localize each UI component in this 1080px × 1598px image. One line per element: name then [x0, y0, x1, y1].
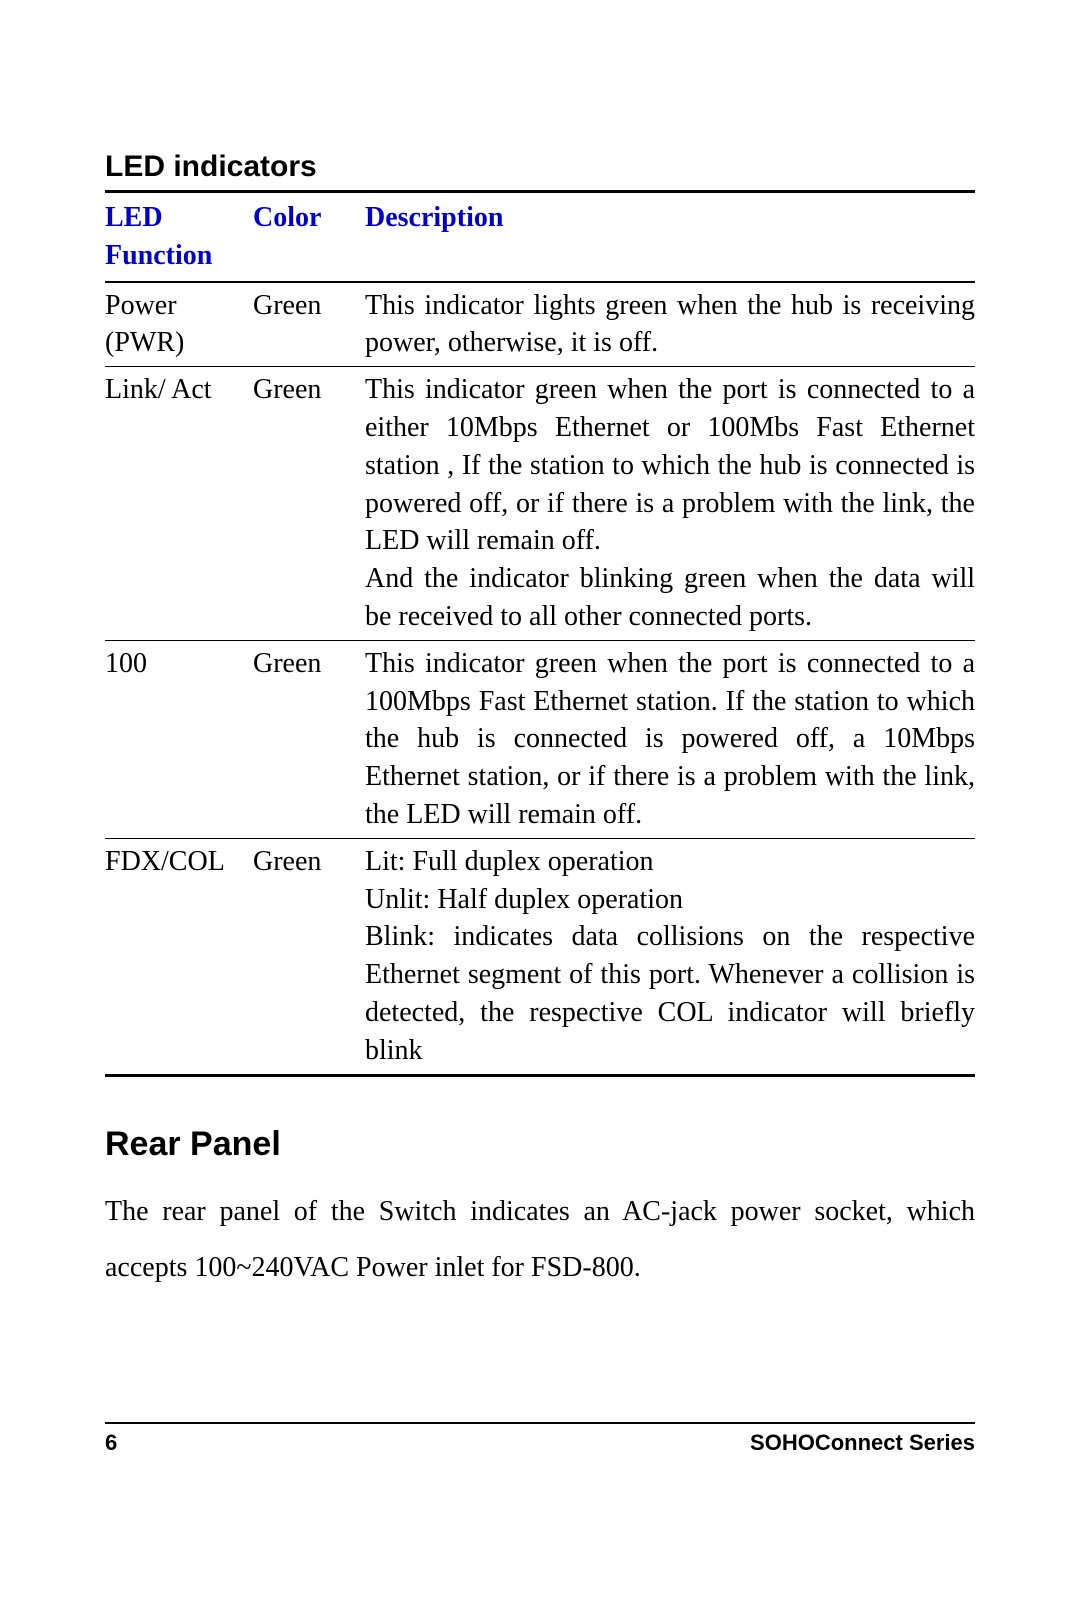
fn-line2: (PWR) — [105, 327, 184, 358]
page-number: 6 — [105, 1430, 117, 1456]
cell-color: Green — [253, 838, 365, 1075]
section-heading-rear-panel: Rear Panel — [105, 1125, 975, 1164]
rear-panel-paragraph: The rear panel of the Switch indicates a… — [105, 1184, 975, 1296]
cell-color: Green — [253, 367, 365, 641]
led-table: LED Function Color Description Power (PW… — [105, 190, 975, 1077]
cell-function: Link/ Act — [105, 367, 253, 641]
table-row: 100 Green This indicator green when the … — [105, 640, 975, 838]
col-header-function: LED Function — [105, 192, 253, 282]
page-footer: 6 SOHOConnect Series — [105, 1422, 975, 1456]
cell-description: This indicator lights green when the hub… — [365, 282, 975, 367]
cell-function: 100 — [105, 640, 253, 838]
col-header-description: Description — [365, 192, 975, 282]
table-row: FDX/COL Green Lit: Full duplex operation… — [105, 838, 975, 1075]
cell-color: Green — [253, 282, 365, 367]
col-header-color: Color — [253, 192, 365, 282]
cell-function: Power (PWR) — [105, 282, 253, 367]
page-content: LED indicators LED Function Color Descri… — [105, 150, 975, 1296]
table-row: Power (PWR) Green This indicator lights … — [105, 282, 975, 367]
col-header-function-line1: LED — [105, 202, 163, 233]
cell-description: This indicator green when the port is co… — [365, 367, 975, 641]
series-label: SOHOConnect Series — [750, 1430, 975, 1456]
section-heading-led: LED indicators — [105, 150, 975, 184]
table-row: Link/ Act Green This indicator green whe… — [105, 367, 975, 641]
cell-color: Green — [253, 640, 365, 838]
table-header-row: LED Function Color Description — [105, 192, 975, 282]
fn-line1: Power — [105, 290, 177, 321]
cell-description: Lit: Full duplex operationUnlit: Half du… — [365, 838, 975, 1075]
col-header-function-line2: Function — [105, 240, 212, 271]
cell-description: This indicator green when the port is co… — [365, 640, 975, 838]
cell-function: FDX/COL — [105, 838, 253, 1075]
